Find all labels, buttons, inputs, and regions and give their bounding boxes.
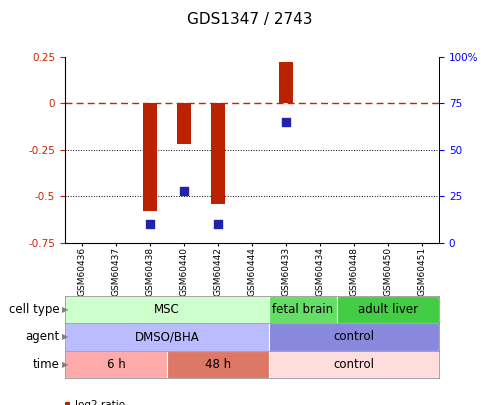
Text: adult liver: adult liver — [358, 303, 418, 316]
Bar — [269, 296, 337, 323]
Text: ▶: ▶ — [62, 333, 69, 341]
Text: log2 ratio: log2 ratio — [75, 400, 125, 405]
Text: control: control — [333, 330, 375, 343]
Point — [282, 119, 290, 125]
Bar — [65, 296, 269, 323]
Bar — [269, 323, 439, 351]
Text: time: time — [33, 358, 60, 371]
Bar — [269, 351, 439, 378]
Bar — [279, 62, 293, 103]
Bar — [337, 296, 439, 323]
Bar — [143, 103, 157, 211]
Bar — [177, 103, 191, 144]
Bar — [65, 351, 167, 378]
Text: GDS1347 / 2743: GDS1347 / 2743 — [187, 12, 312, 27]
Text: ▶: ▶ — [62, 360, 69, 369]
Text: ▶: ▶ — [62, 305, 69, 314]
Point — [146, 221, 154, 228]
Bar — [167, 351, 269, 378]
Text: cell type: cell type — [9, 303, 60, 316]
Text: 6 h: 6 h — [106, 358, 125, 371]
Point — [214, 221, 222, 228]
Text: fetal brain: fetal brain — [272, 303, 334, 316]
Bar — [211, 103, 225, 204]
Bar — [65, 323, 269, 351]
Text: DMSO/BHA: DMSO/BHA — [135, 330, 199, 343]
Text: 48 h: 48 h — [205, 358, 231, 371]
Point — [180, 188, 188, 194]
Text: MSC: MSC — [154, 303, 180, 316]
Text: agent: agent — [25, 330, 60, 343]
Text: control: control — [333, 358, 375, 371]
